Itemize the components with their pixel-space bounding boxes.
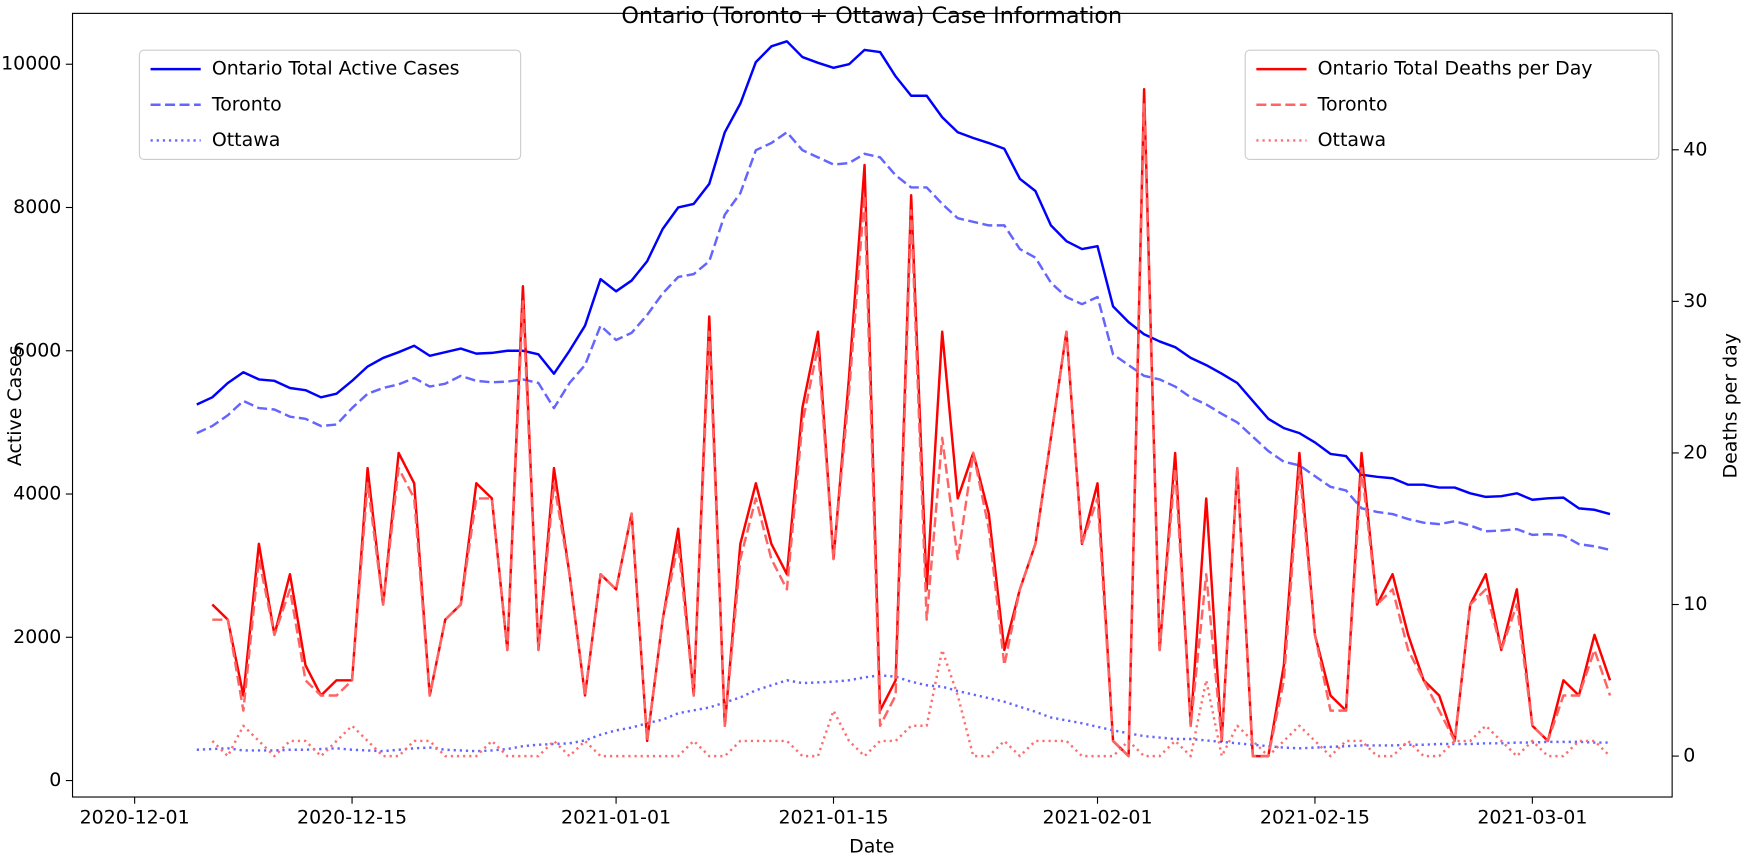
- y2-axis-label: Deaths per day: [1720, 333, 1742, 478]
- x-tick-label: 2020-12-01: [80, 807, 190, 829]
- y-tick-label: 0: [49, 769, 61, 791]
- x-tick-label: 2021-01-15: [778, 807, 888, 829]
- line-series: [196, 40, 1611, 516]
- plot-frame: [71, 12, 1673, 798]
- y-tick-label: 4000: [13, 483, 61, 505]
- y-tick-label: 10000: [1, 53, 61, 75]
- legend-box: [1244, 49, 1660, 160]
- x-tick-label: 2021-02-01: [1042, 807, 1152, 829]
- line-series: [211, 87, 1612, 758]
- y-axis-label: Active Cases: [4, 345, 26, 466]
- y2-tick-label: 0: [1683, 745, 1695, 767]
- x-tick-label: 2021-01-01: [561, 807, 671, 829]
- y2-tick-label: 30: [1683, 290, 1707, 312]
- legend-label: Ontario Total Active Cases: [212, 58, 460, 80]
- y-tick-label: 8000: [13, 196, 61, 218]
- legend-label: Ontario Total Deaths per Day: [1318, 58, 1593, 80]
- y2-tick-label: 40: [1683, 138, 1707, 160]
- x-tick-label: 2020-12-15: [297, 807, 407, 829]
- line-series: [196, 131, 1611, 552]
- legend-box: [138, 49, 522, 160]
- legend-label: Ottawa: [212, 129, 280, 151]
- chart-title: Ontario (Toronto + Ottawa) Case Informat…: [621, 3, 1122, 29]
- legend-label: Ottawa: [1318, 129, 1386, 151]
- y-tick-label: 2000: [13, 626, 61, 648]
- x-tick-label: 2021-03-01: [1477, 807, 1587, 829]
- line-series: [211, 648, 1611, 758]
- line-series: [196, 674, 1611, 753]
- x-tick-label: 2021-02-15: [1260, 807, 1370, 829]
- legend-label: Toronto: [211, 93, 282, 115]
- line-series: [212, 103, 1612, 758]
- legend-label: Toronto: [1317, 93, 1388, 115]
- y2-tick-label: 10: [1683, 593, 1707, 615]
- y2-tick-label: 20: [1683, 441, 1707, 463]
- x-axis-label: Date: [849, 836, 894, 858]
- y-tick-label: 6000: [13, 339, 61, 361]
